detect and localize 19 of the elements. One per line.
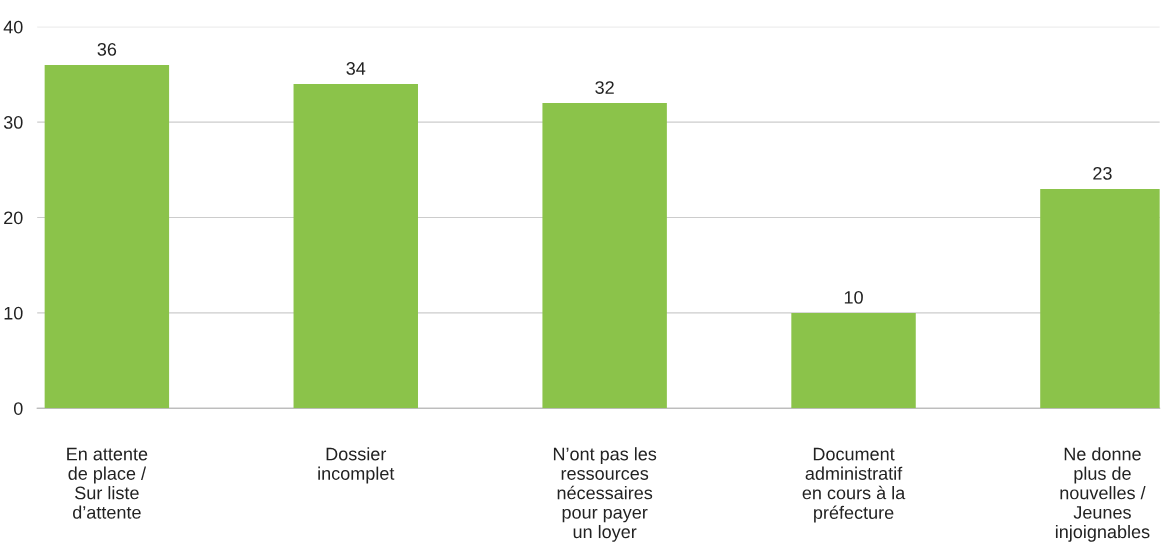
y-tick-label: 20 bbox=[4, 211, 23, 225]
x-tick-label: Dossier incomplet bbox=[318, 447, 395, 484]
data-label: 36 bbox=[97, 42, 117, 56]
y-tick-label: 10 bbox=[4, 306, 23, 320]
bar bbox=[791, 312, 916, 409]
bar bbox=[44, 64, 170, 409]
y-tick-label: 40 bbox=[3, 20, 23, 34]
data-label: 34 bbox=[346, 62, 366, 75]
bar bbox=[542, 103, 667, 409]
x-tick-label: En attente de place / Sur liste d’attente bbox=[67, 447, 148, 519]
x-tick-label: N’ont pas les ressources nécessaires pour payer un loyer bbox=[553, 447, 657, 542]
data-label: 23 bbox=[1093, 166, 1112, 180]
x-tick-label: Document administratif en cours à la préfecture bbox=[802, 447, 906, 523]
y-tick-label: 0 bbox=[13, 402, 23, 415]
data-label: 32 bbox=[595, 81, 614, 94]
y-tick-label: 30 bbox=[3, 116, 23, 129]
data-label: 10 bbox=[844, 290, 863, 304]
bar bbox=[293, 83, 418, 409]
x-tick-label: Ne donne plus de nouvelles / Jeunes injoignables bbox=[1055, 447, 1150, 542]
